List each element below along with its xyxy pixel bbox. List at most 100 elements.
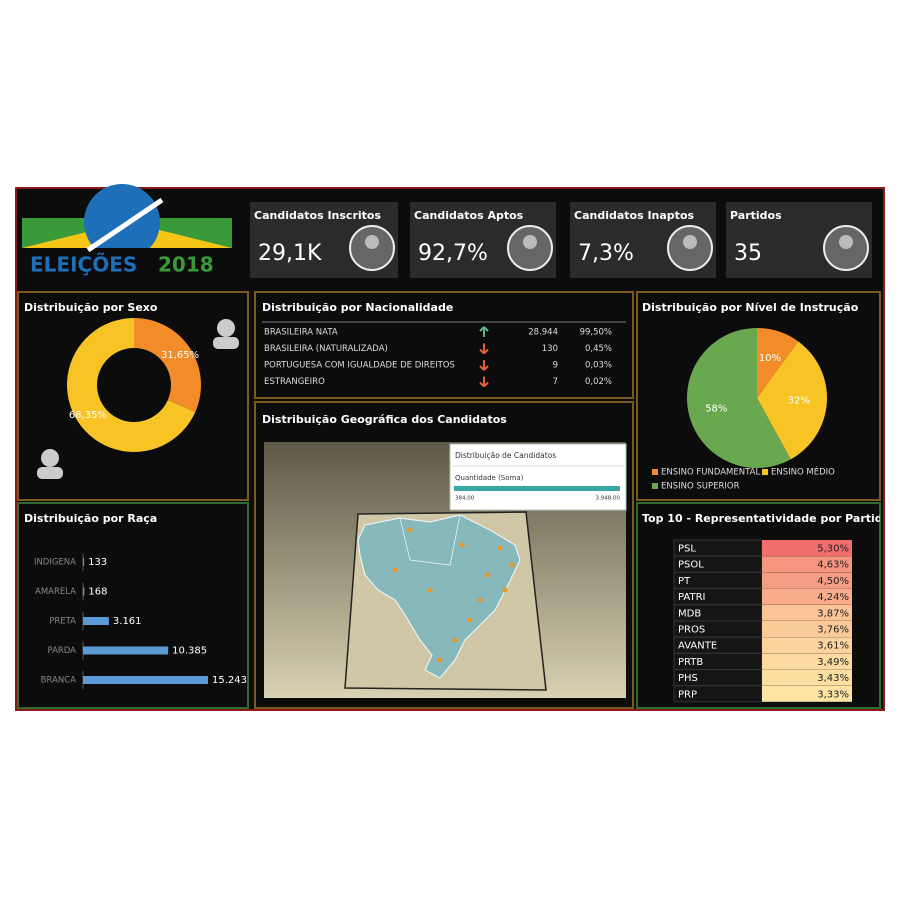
share-cell — [762, 556, 852, 573]
bar-category: BRANCA — [41, 676, 77, 686]
party-share: 4,50% — [817, 576, 849, 587]
bar-category: PARDA — [47, 646, 76, 656]
slice-label: 58% — [705, 403, 727, 414]
share-cell — [762, 685, 852, 702]
bar — [83, 587, 85, 596]
row-name: BRASILEIRA NATA — [264, 328, 338, 338]
tooltip-min: 384,00 — [455, 496, 475, 502]
party-share: 3,76% — [817, 625, 849, 636]
party-name: PSL — [678, 544, 696, 555]
kpi-title: Candidatos Aptos — [414, 209, 524, 222]
legend-swatch — [762, 469, 768, 475]
party-share: 3,49% — [817, 657, 849, 668]
panel-title: Distribuição por Sexo — [24, 301, 158, 314]
party-name: PSOL — [678, 560, 704, 571]
party-share: 3,43% — [817, 673, 849, 684]
share-cell — [762, 669, 852, 686]
party-share: 3,61% — [817, 641, 849, 652]
party-name: PHS — [678, 673, 698, 684]
trend-arrow — [479, 326, 489, 337]
row-share: 99,50% — [580, 328, 612, 338]
slice — [686, 328, 791, 469]
panel-top10 — [636, 502, 881, 709]
slice — [134, 318, 202, 413]
row-share: 0,03% — [585, 361, 612, 371]
panel-instrucao — [636, 291, 881, 501]
panel-title: Distribuição por Raça — [24, 512, 157, 525]
party-name: PATRI — [678, 592, 705, 603]
kpi-value: 35 — [734, 241, 762, 266]
bar-category: AMARELA — [35, 587, 76, 597]
trend-arrow — [479, 376, 489, 388]
kpi-icon-head — [683, 235, 697, 249]
panel-title: Top 10 - Representatividade por Partido — [642, 512, 891, 525]
row-count: 9 — [553, 361, 558, 371]
slice-label: 31,65% — [161, 350, 199, 361]
party-share: 3,87% — [817, 608, 849, 619]
party-share: 4,63% — [817, 560, 849, 571]
party-name: AVANTE — [678, 641, 717, 652]
kpi-value: 92,7% — [418, 241, 488, 266]
party-name: PT — [678, 576, 691, 587]
bar-value: 133 — [88, 557, 107, 568]
tooltip-label: Quantidade (Soma) — [455, 474, 524, 482]
tooltip-title: Distribuição de Candidatos — [455, 451, 556, 460]
kpi-icon-head — [523, 235, 537, 249]
kpi-icon-head — [839, 235, 853, 249]
legend-swatch — [652, 483, 658, 489]
bar-category: PRETA — [49, 617, 76, 627]
share-cell — [762, 572, 852, 589]
row-name: BRASILEIRA (NATURALIZADA) — [264, 344, 388, 354]
row-count: 130 — [542, 344, 558, 354]
bar-value: 3.161 — [113, 616, 142, 627]
row-share: 0,45% — [585, 344, 612, 354]
kpi-title: Candidatos Inaptos — [574, 209, 694, 222]
slice — [757, 328, 799, 398]
share-cell — [762, 588, 852, 605]
bar — [83, 558, 85, 566]
tooltip-max: 3.948,00 — [596, 496, 621, 502]
row-name: PORTUGUESA COM IGUALDADE DE DIREITOS — [264, 361, 455, 371]
panel-title: Distribuição Geográfica dos Candidatos — [262, 413, 507, 426]
slice — [67, 318, 196, 452]
kpi-icon-head — [365, 235, 379, 249]
share-cell — [762, 621, 852, 637]
panel-title: Distribuição por Nível de Instrução — [642, 301, 859, 314]
bar-value: 168 — [88, 587, 107, 598]
row-name: ESTRANGEIRO — [264, 377, 325, 387]
row-count: 28.944 — [528, 328, 558, 338]
kpi-title: Partidos — [730, 209, 782, 222]
legend-label: ENSINO FUNDAMENTAL — [661, 468, 760, 478]
trend-arrow — [479, 343, 489, 355]
panel-sexo — [17, 291, 249, 501]
bar — [83, 676, 208, 684]
geo-map: Distribuição de Candidatos Quantidade (S… — [264, 442, 627, 698]
party-name: PROS — [678, 625, 705, 636]
legend-swatch — [652, 469, 658, 475]
female-icon — [213, 319, 239, 349]
kpi-title: Candidatos Inscritos — [254, 209, 381, 222]
bar — [83, 646, 169, 655]
bar-category: INDIGENA — [34, 558, 76, 568]
bar — [83, 617, 109, 625]
share-cell — [762, 604, 852, 621]
panel-raca — [17, 502, 249, 709]
slice-label: 32% — [788, 396, 810, 407]
logo: ELEIÇÕES 2018 — [22, 184, 232, 280]
kpi-value: 7,3% — [578, 241, 634, 266]
panel-nacionalidade — [254, 291, 634, 399]
panel-title: Distribuição por Nacionalidade — [262, 301, 453, 314]
share-cell — [762, 637, 852, 654]
trend-arrow — [479, 360, 489, 371]
share-cell — [762, 540, 852, 556]
slice-label: 68,35% — [69, 410, 107, 421]
bar-value: 10.385 — [172, 646, 207, 657]
party-share: 4,24% — [817, 592, 849, 603]
party-name: PRP — [678, 689, 697, 700]
male-icon — [37, 449, 63, 479]
party-name: MDB — [678, 608, 701, 619]
logo-text: ELEIÇÕES — [30, 253, 137, 277]
